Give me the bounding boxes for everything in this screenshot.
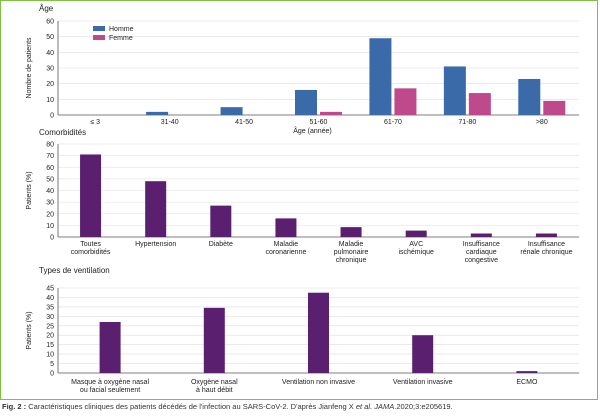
chart2-category-label: Hypertension <box>135 241 176 248</box>
chart2-title: Comorbidités <box>39 128 86 137</box>
chart2-ytick-label: 10 <box>46 223 54 230</box>
chart3-ytick-label: 30 <box>46 314 54 321</box>
chart1-category-label: 51-60 <box>310 119 328 126</box>
chart1-bar <box>320 111 342 115</box>
caption-label: Fig. 2 : <box>2 402 27 411</box>
chart1-category-label: 71-80 <box>458 119 476 126</box>
figure-frame: Âge 0 10 20 30 40 50 60 Nombre de patients ≤ 3 31-… <box>0 0 598 400</box>
chart3-ytick-label: 5 <box>50 361 54 368</box>
chart3-bar <box>412 335 434 373</box>
chart2-ytick-label: 70 <box>46 153 54 160</box>
chart2-category-label: pulmonaire <box>334 249 369 256</box>
chart1-title: Âge <box>39 4 54 13</box>
chart3-category-label: à haut débit <box>196 387 233 394</box>
chart2-category-label: Insuffisance <box>528 241 565 248</box>
chart3-ytick-label: 10 <box>46 352 54 359</box>
chart3-bar <box>99 322 121 373</box>
chart2-ytick-label: 60 <box>46 165 54 172</box>
chart2-category-label: Maladie <box>339 241 364 248</box>
chart1-legend-label: Homme <box>109 26 134 33</box>
chart1-bar <box>220 107 243 115</box>
chart1-category-label: 61-70 <box>384 119 402 126</box>
chart2-bar <box>275 218 297 237</box>
chart3-category-label: Masque à oxygène nasal <box>71 379 149 386</box>
chart1-ytick-label: 50 <box>46 34 54 41</box>
chart2-ylabel: Patients (%) <box>26 171 33 209</box>
chart1-category-label: >80 <box>536 119 548 126</box>
chart3-ytick-label: 35 <box>46 304 54 311</box>
chart2-category-label: comorbidités <box>71 249 111 256</box>
chart3-ylabel: Patients (%) <box>26 311 33 349</box>
chart3-bar <box>516 371 538 373</box>
chart2-category-label: Toutes <box>80 241 101 248</box>
chart2-bar <box>405 230 427 237</box>
chart1-category-label: 41-50 <box>235 119 253 126</box>
chart2-category-label: coronarienne <box>266 249 307 256</box>
chart1-ytick-label: 30 <box>46 66 54 73</box>
chart3-ytick-label: 45 <box>46 286 54 293</box>
caption-text-end: .2020;3:e205619. <box>394 402 453 411</box>
chart1-category-label: ≤ 3 <box>90 119 100 126</box>
chart3-category-label: Oxygène nasal <box>191 379 238 386</box>
chart2-category-label: chronique <box>336 257 367 264</box>
chart1-ytick-label: 20 <box>46 81 54 88</box>
chart2-category-label: Maladie <box>274 241 299 248</box>
chart1-bar <box>468 93 491 115</box>
chart3-ytick-label: 25 <box>46 323 54 330</box>
chart3-bar <box>308 292 329 373</box>
chart1-bar <box>518 78 541 115</box>
chart3-category-label: ECMO <box>516 379 538 386</box>
chart1-bar <box>443 66 466 115</box>
chart1-bar <box>394 88 417 115</box>
chart1-bar <box>369 38 392 115</box>
chart2-bar <box>80 154 102 237</box>
caption-italic: et al. JAMA <box>355 402 395 411</box>
chart1-bar <box>543 100 566 115</box>
chart3-title: Types de ventilation <box>39 266 110 275</box>
chart2-bar <box>535 233 557 237</box>
chart2-category-label: AVC <box>409 241 423 248</box>
chart3-category-label: Ventilation invasive <box>393 379 453 386</box>
chart3-category-label: Ventilation non invasive <box>282 379 355 386</box>
chart3-ytick-label: 0 <box>50 371 54 378</box>
chart2-bar <box>145 181 167 237</box>
figure-caption: Fig. 2 : Caractéristiques cliniques des … <box>2 402 453 411</box>
chart1-xlabel: Âge (année) <box>293 126 332 135</box>
chart3-ytick-label: 15 <box>46 342 54 349</box>
chart1-legend-swatch <box>93 35 105 40</box>
chart2-category-label: ischémique <box>398 249 434 256</box>
chart1-legend-swatch <box>93 26 105 31</box>
chart2-ytick-label: 30 <box>46 200 54 207</box>
chart1-ytick-label: 10 <box>46 97 54 104</box>
chart3-ytick-label: 20 <box>46 333 54 340</box>
chart2-bar <box>210 205 232 237</box>
chart2-category-label: congestive <box>465 257 499 264</box>
chart1-ytick-label: 60 <box>46 19 54 26</box>
chart1-ytick-label: 0 <box>50 113 54 120</box>
chart2-ytick-label: 80 <box>46 142 54 149</box>
chart2-ytick-label: 50 <box>46 176 54 183</box>
chart2-category-label: Insuffisance <box>463 241 500 248</box>
chart2-ytick-label: 0 <box>50 235 54 242</box>
chart1-bar <box>146 111 169 115</box>
chart2-ytick-label: 20 <box>46 211 54 218</box>
chart2-category-label: cardiaque <box>466 249 497 256</box>
chart1-bar <box>295 89 317 115</box>
chart3-ytick-label: 40 <box>46 295 54 302</box>
chart2-category-label: Diabète <box>209 241 233 248</box>
chart3-category-label: ou facial seulement <box>80 387 140 394</box>
chart1-ytick-label: 40 <box>46 50 54 57</box>
caption-text: Caractéristiques cliniques des patients … <box>26 402 356 411</box>
chart2-bar <box>340 227 362 237</box>
chart1-legend-label: Femme <box>109 35 133 42</box>
chart2-category-label: rénale chronique <box>520 249 572 256</box>
chart1-ylabel: Nombre de patients <box>26 37 33 99</box>
chart2-ytick-label: 40 <box>46 188 54 195</box>
chart2-bar <box>470 233 492 237</box>
chart1-category-label: 31-40 <box>161 119 179 126</box>
chart3-bar <box>203 307 225 373</box>
